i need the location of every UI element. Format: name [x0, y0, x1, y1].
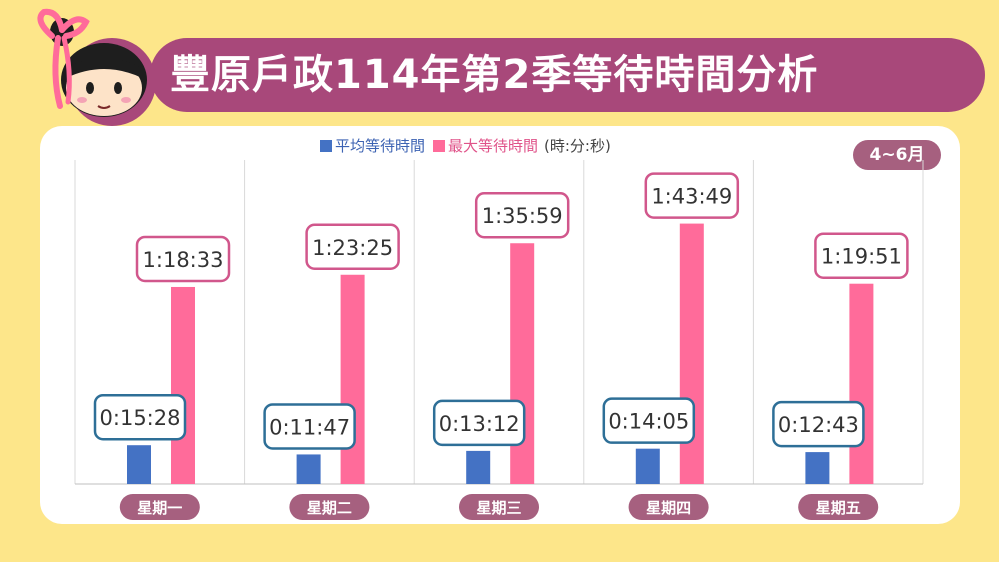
avg-data-label-box	[602, 397, 696, 444]
category-label: 星期四	[646, 499, 691, 517]
page-title: 豐原戶政114年第2季等待時間分析	[170, 52, 819, 98]
avg-data-label: 0:14:05	[608, 410, 689, 434]
avg-data-label: 0:11:47	[269, 415, 350, 439]
category-label: 星期五	[816, 499, 861, 517]
category-pill	[798, 494, 879, 520]
max-data-label-box	[305, 223, 400, 271]
category-pill	[119, 494, 200, 520]
avg-bar	[635, 448, 660, 484]
max-data-label: 1:35:59	[482, 204, 563, 228]
title-banner	[150, 38, 985, 112]
avg-data-label-box	[772, 400, 865, 448]
avg-data-label: 0:13:12	[439, 412, 520, 436]
max-bar	[340, 274, 365, 484]
max-data-label-box	[814, 232, 909, 279]
avg-data-label: 0:15:28	[100, 406, 181, 430]
category-label: 星期三	[476, 499, 521, 517]
max-bar	[849, 283, 874, 484]
avg-bar	[466, 450, 491, 484]
avg-bar	[805, 452, 830, 484]
chart-legend: 平均等待時間 最大等待時間 (時:分:秒)	[320, 134, 611, 158]
avg-data-label-box	[432, 399, 526, 447]
max-data-label-box	[474, 191, 570, 239]
max-data-label: 1:19:51	[821, 245, 902, 269]
period-badge: 4~6月	[853, 140, 941, 170]
legend-unit: (時:分:秒)	[544, 137, 611, 155]
legend-swatch-avg	[320, 140, 332, 152]
max-bar	[510, 243, 535, 484]
max-bar	[679, 223, 704, 484]
category-pill	[289, 494, 370, 520]
max-data-label: 1:43:49	[651, 185, 732, 209]
avg-data-label: 0:12:43	[778, 413, 859, 437]
max-data-label: 1:18:33	[143, 248, 224, 272]
mascot-icon	[37, 8, 156, 126]
avg-data-label-box	[263, 403, 356, 450]
avg-data-label-box	[93, 393, 187, 441]
max-data-label-box	[135, 235, 231, 283]
category-label: 星期二	[307, 499, 352, 517]
max-bar	[171, 286, 195, 484]
category-pill	[459, 494, 539, 520]
category-pill	[628, 494, 709, 520]
max-data-label: 1:23:25	[312, 236, 393, 260]
max-data-label-box	[644, 172, 740, 219]
category-label: 星期一	[137, 499, 182, 517]
legend-label-max: 最大等待時間	[448, 137, 539, 155]
legend-swatch-max	[433, 140, 446, 152]
avg-bar	[296, 454, 321, 484]
avg-bar	[127, 445, 151, 484]
legend-label-avg: 平均等待時間	[335, 137, 426, 155]
